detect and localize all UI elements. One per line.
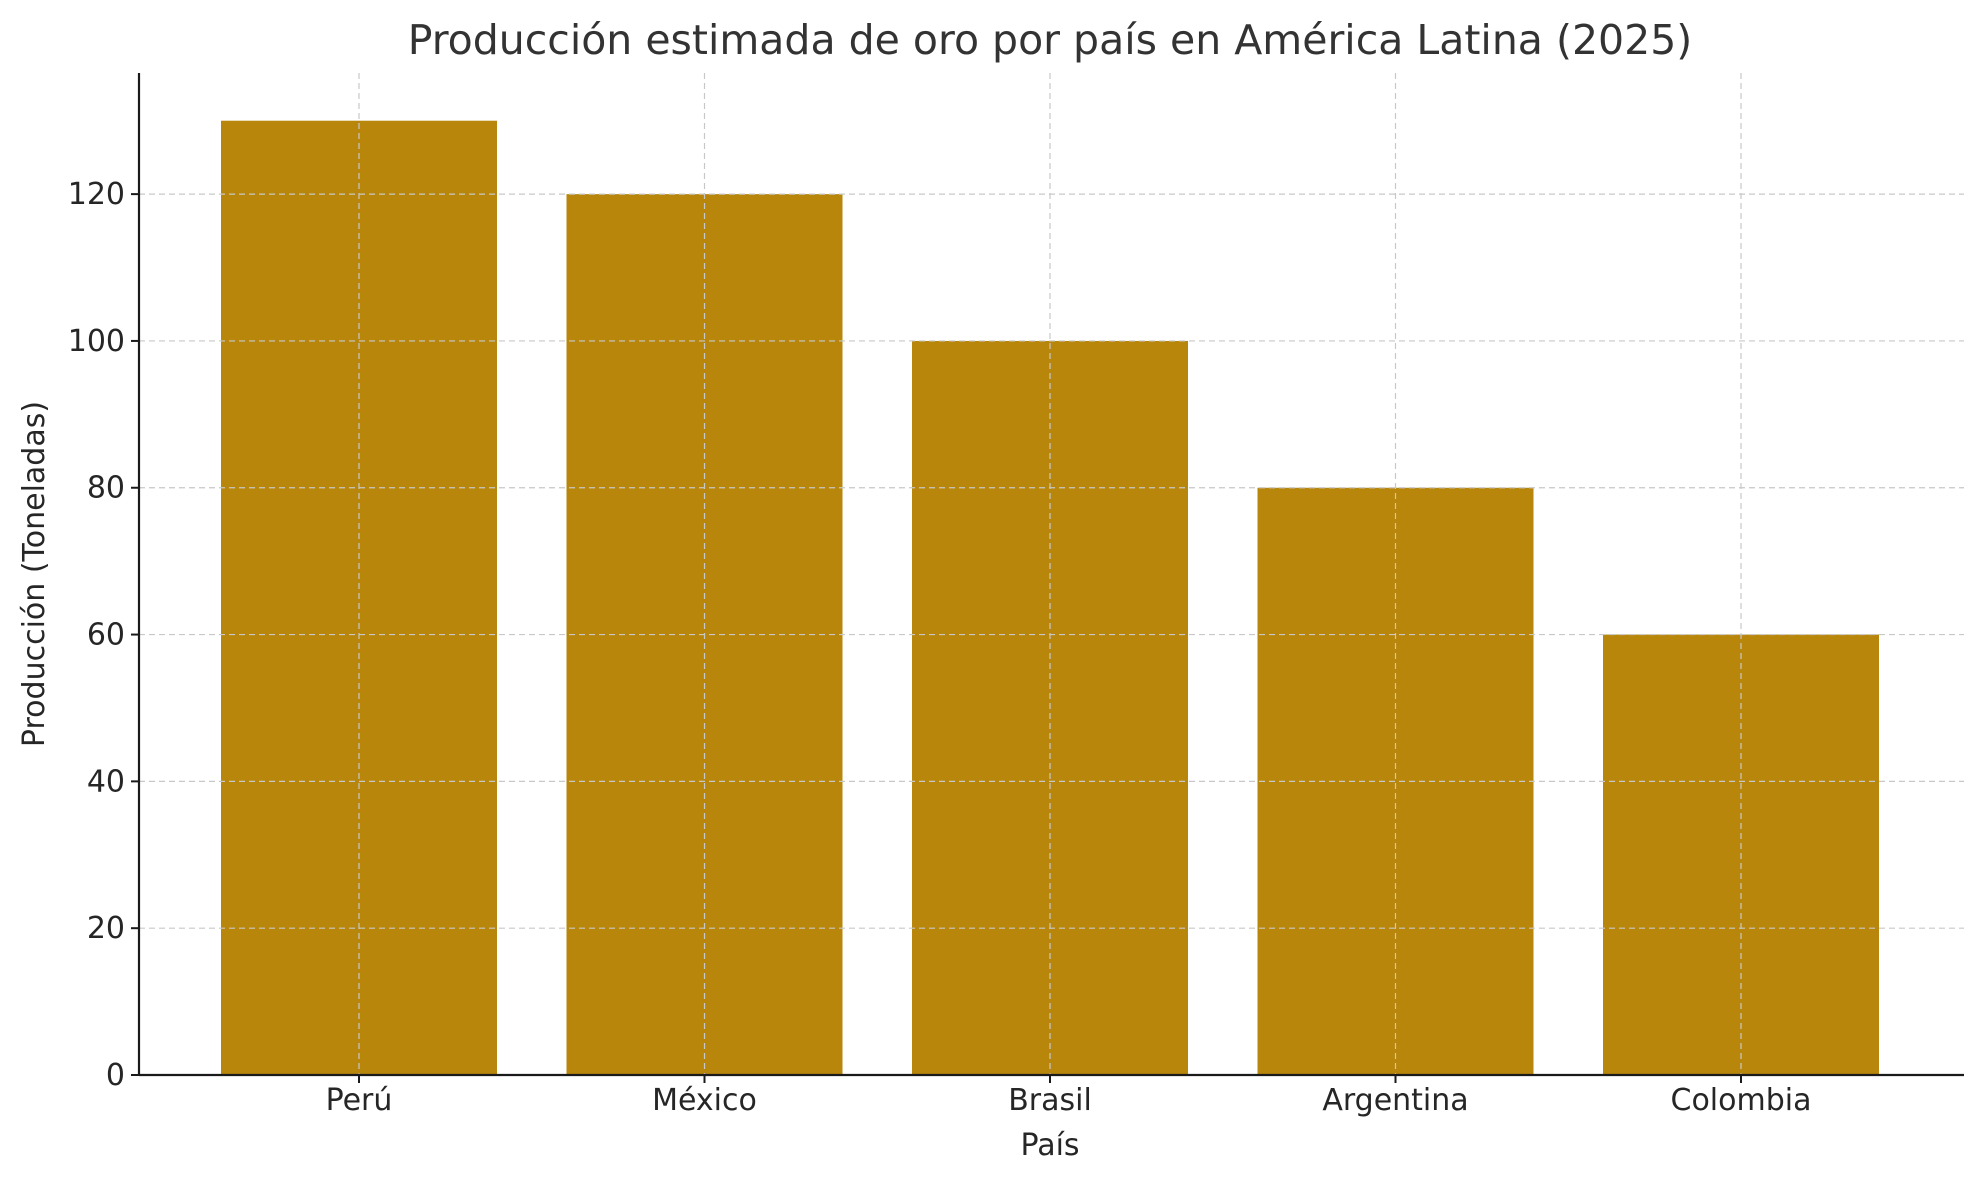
y-tick-label: 80 (87, 471, 125, 506)
chart-title: Producción estimada de oro por país en A… (408, 16, 1693, 64)
grid (139, 73, 1964, 1075)
x-tick-label: Perú (326, 1083, 393, 1118)
x-tick-label: México (652, 1083, 757, 1118)
axes (137, 73, 1964, 1077)
y-tick-label: 20 (87, 911, 125, 946)
x-tick-label: Colombia (1671, 1083, 1812, 1118)
x-ticks: Perú México Brasil Argentina Colombia (326, 1075, 1812, 1118)
y-tick-label: 0 (106, 1058, 125, 1093)
y-tick-label: 40 (87, 764, 125, 799)
x-tick-label: Argentina (1322, 1083, 1468, 1118)
y-tick-label: 60 (87, 618, 125, 653)
y-tick-label: 100 (68, 324, 125, 359)
y-ticks: 0 20 40 60 80 100 120 (68, 177, 139, 1093)
x-axis-label: País (1020, 1128, 1079, 1163)
y-tick-label: 120 (68, 177, 125, 212)
y-axis-label: Producción (Toneladas) (17, 401, 52, 747)
x-tick-label: Brasil (1008, 1083, 1092, 1118)
